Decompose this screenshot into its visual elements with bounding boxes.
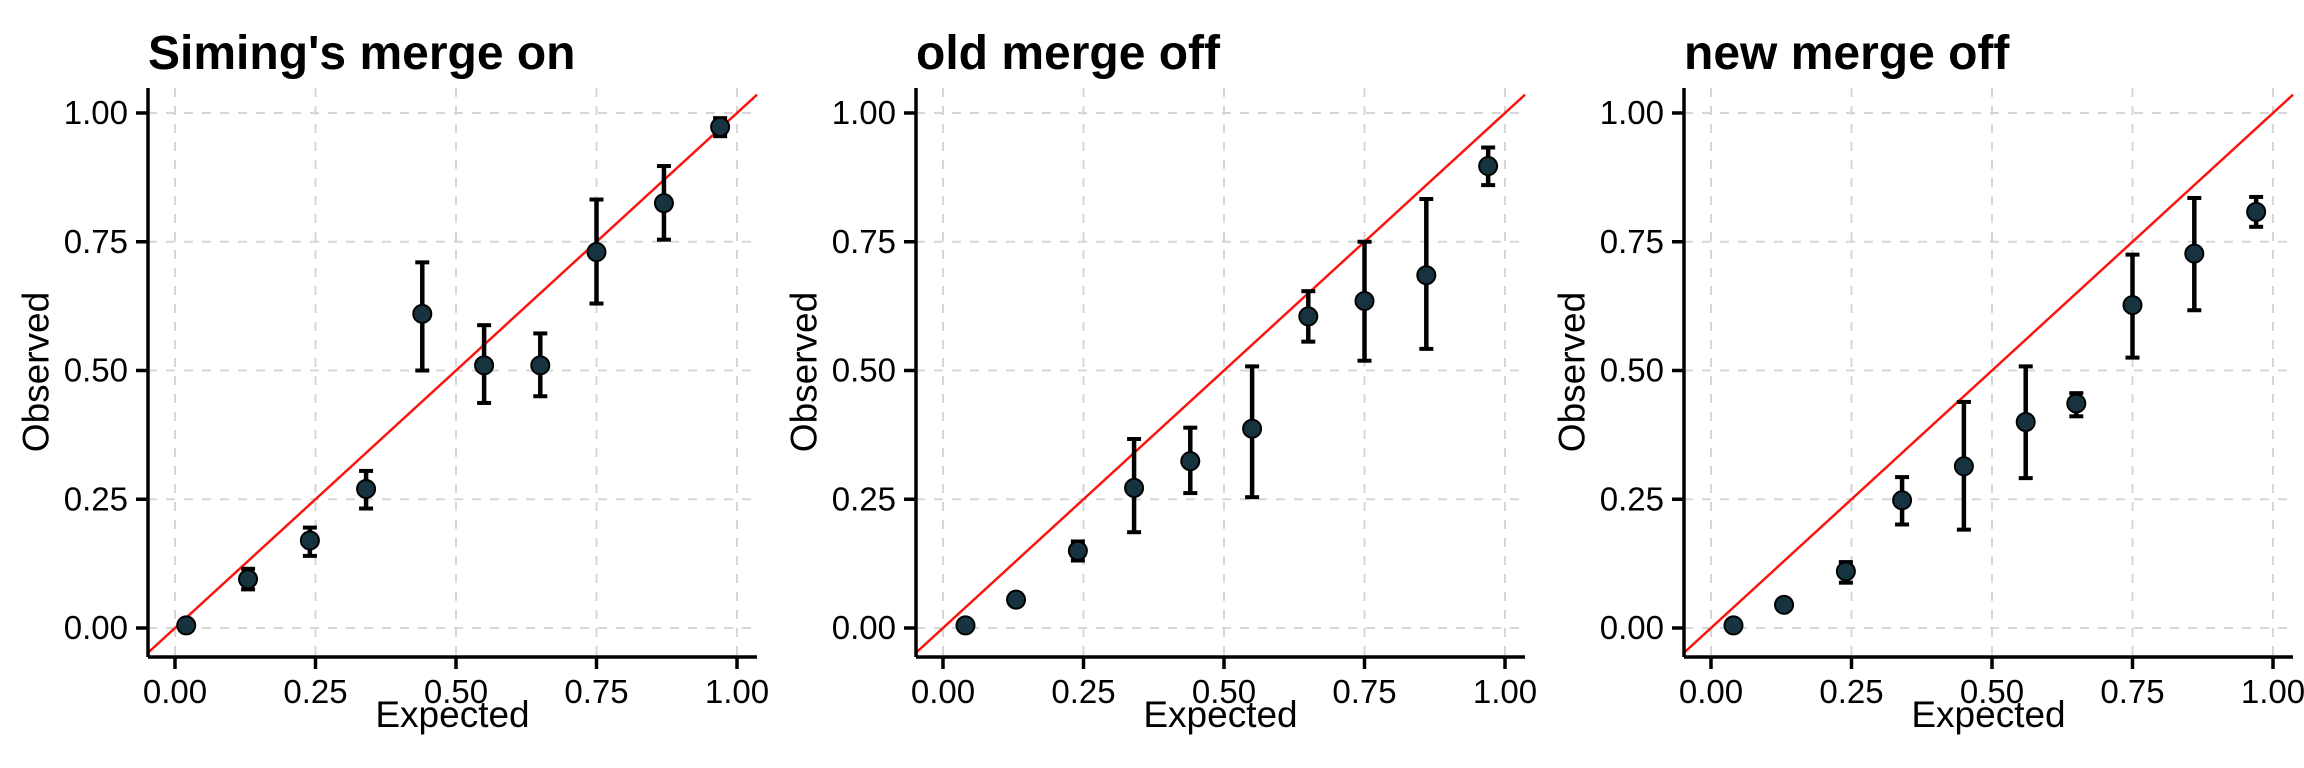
data-point: [1067, 540, 1088, 561]
panel-background: [0, 0, 768, 768]
y-tick-label: 1.00: [1600, 94, 1664, 131]
x-tick-label: 0.25: [1051, 673, 1115, 710]
panel-title: Siming's merge on: [148, 27, 576, 80]
x-tick-label: 0.75: [2100, 673, 2164, 710]
data-point: [299, 530, 320, 551]
x-axis-title: Expected: [375, 694, 530, 735]
x-tick-label: 0.50: [424, 673, 488, 710]
y-tick-label: 0.50: [1600, 352, 1664, 389]
data-point: [2184, 243, 2205, 264]
data-point: [1180, 451, 1201, 472]
data-point: [2015, 412, 2036, 432]
x-tick-label: 0.75: [1332, 673, 1396, 710]
data-point: [1478, 156, 1499, 177]
data-point: [1354, 290, 1375, 311]
panel-old-merge-off: 0.00 0.25 0.50 0.75 1.00 0.00 0.25 0.50 0.75 1.00…: [768, 0, 1536, 768]
data-point: [1774, 594, 1795, 615]
data-point: [238, 569, 259, 590]
plot-canvas: 0.00 0.25 0.50 0.75 1.00 0.00 0.25 0.50 0.75 1.00: [768, 0, 1536, 768]
x-axis-title: Expected: [1911, 694, 2066, 735]
data-point: [1298, 306, 1319, 327]
panel-new-merge-off: 0.00 0.25 0.50 0.75 1.00 0.00 0.25 0.50 0.75 1.00…: [1536, 0, 2304, 768]
x-tick-label: 0.50: [1960, 673, 2024, 710]
x-tick-label: 0.00: [143, 673, 207, 710]
plot-canvas: 0.00 0.25 0.50 0.75 1.00 0.00 0.25 0.50 0.75 1.00: [0, 0, 768, 768]
data-point: [1242, 418, 1263, 439]
identity-line: [915, 93, 1526, 654]
x-axis-title: Expected: [1143, 694, 1298, 735]
x-tick-label: 0.25: [1819, 673, 1883, 710]
y-tick-label: 0.75: [64, 223, 128, 260]
x-tick-label: 1.00: [1473, 673, 1536, 710]
data-point: [1006, 589, 1027, 610]
data-point: [586, 242, 607, 263]
panel-simings-merge-on: 0.00 0.25 0.50 0.75 1.00 0.00 0.25 0.50 0.75 1.00…: [0, 0, 768, 768]
x-tick-label: 0.00: [1679, 673, 1743, 710]
data-point: [1416, 265, 1437, 286]
y-tick-label: 0.25: [64, 480, 128, 517]
panel-background: [1536, 0, 2304, 768]
data-point: [1953, 456, 1974, 477]
y-tick-label: 0.75: [1600, 223, 1664, 260]
y-axis-title: Observed: [1551, 291, 1593, 453]
panel-background: [768, 0, 1536, 768]
data-point: [530, 355, 551, 376]
x-tick-label: 0.00: [911, 673, 975, 710]
data-point: [474, 355, 495, 376]
identity-line: [147, 93, 758, 654]
plot-canvas: 0.00 0.25 0.50 0.75 1.00 0.00 0.25 0.50 0.75 1.00: [1536, 0, 2304, 768]
y-tick-label: 0.50: [832, 352, 896, 389]
data-point: [1892, 490, 1913, 511]
data-point: [710, 116, 731, 137]
y-tick-label: 0.00: [1600, 609, 1664, 646]
y-tick-label: 0.25: [832, 480, 896, 517]
data-point: [176, 615, 197, 636]
data-point: [955, 615, 976, 636]
y-tick-label: 1.00: [832, 94, 896, 131]
data-point: [2122, 295, 2143, 316]
identity-line: [1683, 93, 2294, 654]
data-point: [356, 478, 377, 499]
x-tick-label: 1.00: [705, 673, 768, 710]
data-point: [1723, 615, 1744, 636]
x-tick-label: 0.25: [283, 673, 347, 710]
y-tick-label: 0.75: [832, 223, 896, 260]
data-point: [412, 303, 433, 324]
data-point: [2246, 201, 2267, 222]
data-point: [1124, 477, 1145, 498]
y-axis-title: Observed: [15, 291, 57, 453]
y-tick-label: 0.00: [64, 609, 128, 646]
y-tick-label: 0.50: [64, 352, 128, 389]
y-tick-label: 0.00: [832, 609, 896, 646]
y-axis-title: Observed: [783, 291, 825, 453]
panel-title: new merge off: [1684, 27, 2010, 80]
y-tick-label: 1.00: [64, 94, 128, 131]
y-tick-label: 0.25: [1600, 480, 1664, 517]
data-point: [1835, 561, 1856, 582]
x-tick-label: 1.00: [2241, 673, 2304, 710]
data-point: [653, 193, 674, 214]
data-point: [2066, 393, 2087, 414]
x-tick-label: 0.75: [564, 673, 628, 710]
panel-title: old merge off: [916, 27, 1221, 80]
x-tick-label: 0.50: [1192, 673, 1256, 710]
